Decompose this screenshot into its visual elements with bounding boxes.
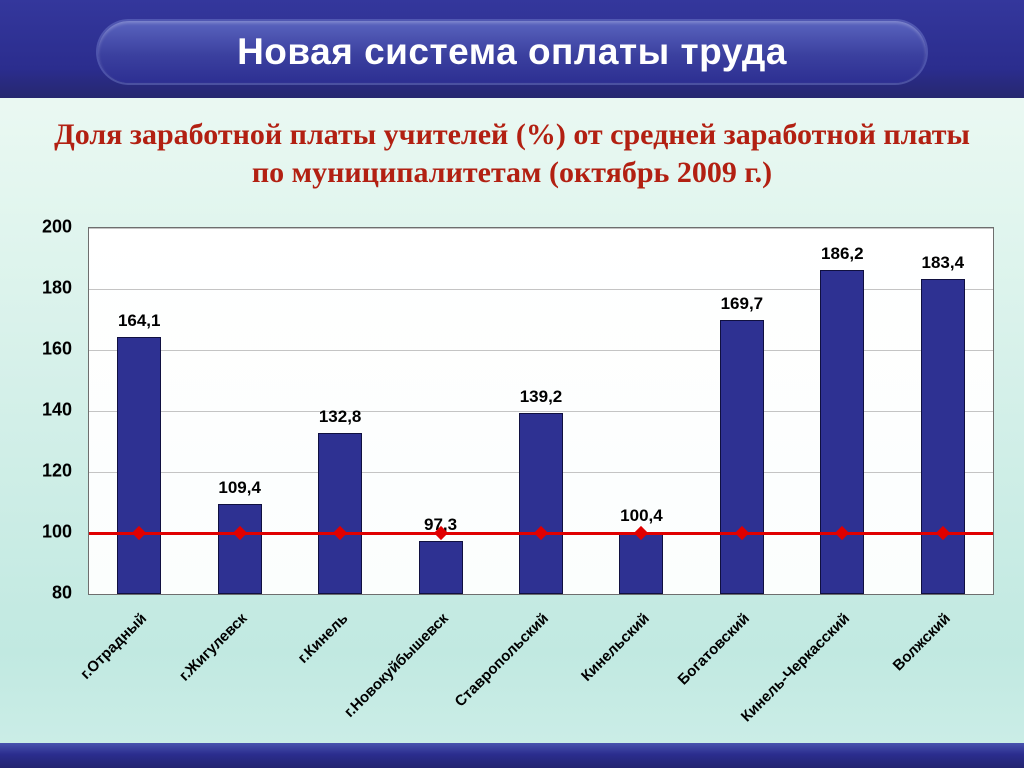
bar-value-label: 164,1	[117, 311, 161, 331]
bar	[117, 337, 162, 594]
bar-value-label: 183,4	[921, 252, 965, 272]
bar-value-label: 139,2	[519, 387, 563, 407]
x-tick-label: Ставропольский	[451, 610, 553, 711]
bar-value-label: 169,7	[720, 294, 764, 314]
x-tick-label: г.Жигулевск	[176, 610, 251, 685]
title-banner: Новая система оплаты труда	[0, 0, 1024, 98]
x-tick-label: Богатовский	[674, 610, 753, 689]
footer-bar	[0, 743, 1024, 768]
x-tick-label: г.Кинель	[294, 610, 352, 667]
bar	[920, 278, 965, 594]
x-tick-label: Волжский	[889, 610, 954, 675]
x-tick-label: г.Новокуйбышевск	[340, 610, 452, 721]
y-tick-label: 100	[41, 521, 72, 542]
bar-value-label: 186,2	[821, 244, 864, 264]
bar-value-label: 109,4	[218, 478, 261, 498]
bar-value-label: 100,4	[620, 505, 663, 525]
bar	[719, 320, 764, 594]
bar-value-label: 132,8	[318, 406, 362, 426]
y-tick-label: 180	[41, 277, 72, 298]
y-tick-label: 140	[41, 399, 72, 420]
bar-value-label: 97,3	[396, 515, 486, 535]
bar	[418, 541, 463, 594]
gridline	[89, 228, 993, 229]
gridline	[89, 289, 993, 290]
gridline	[89, 350, 993, 351]
y-axis: 80 100 120 140 160 180 200	[22, 217, 80, 603]
bar	[318, 432, 363, 594]
chart-title: Доля заработной платы учителей (%) от ср…	[54, 118, 970, 189]
x-tick-label: г.Отрадный	[77, 610, 151, 683]
x-tick-label: Кинельский	[577, 610, 653, 685]
y-tick-label: 160	[41, 338, 72, 359]
gridline	[89, 411, 993, 412]
y-tick-label: 80	[51, 582, 72, 603]
y-tick-label: 120	[41, 460, 72, 481]
x-tick-label: Кинель-Черкасский	[738, 610, 854, 726]
bar	[619, 531, 664, 594]
bar	[217, 504, 262, 594]
bar	[519, 413, 563, 594]
slide-title: Новая система оплаты труда	[237, 31, 787, 72]
x-axis-labels: г.Отрадный г.Жигулевск г.Кинель г.Новокуйбы…	[77, 600, 992, 750]
title-pill: Новая система оплаты труда	[98, 21, 926, 83]
y-tick-label: 200	[41, 216, 72, 237]
plot-area: 164,1 109,4 132,8 97,3 139,2 100,4 169,7 186,2 1…	[88, 227, 994, 595]
bar	[820, 270, 865, 594]
